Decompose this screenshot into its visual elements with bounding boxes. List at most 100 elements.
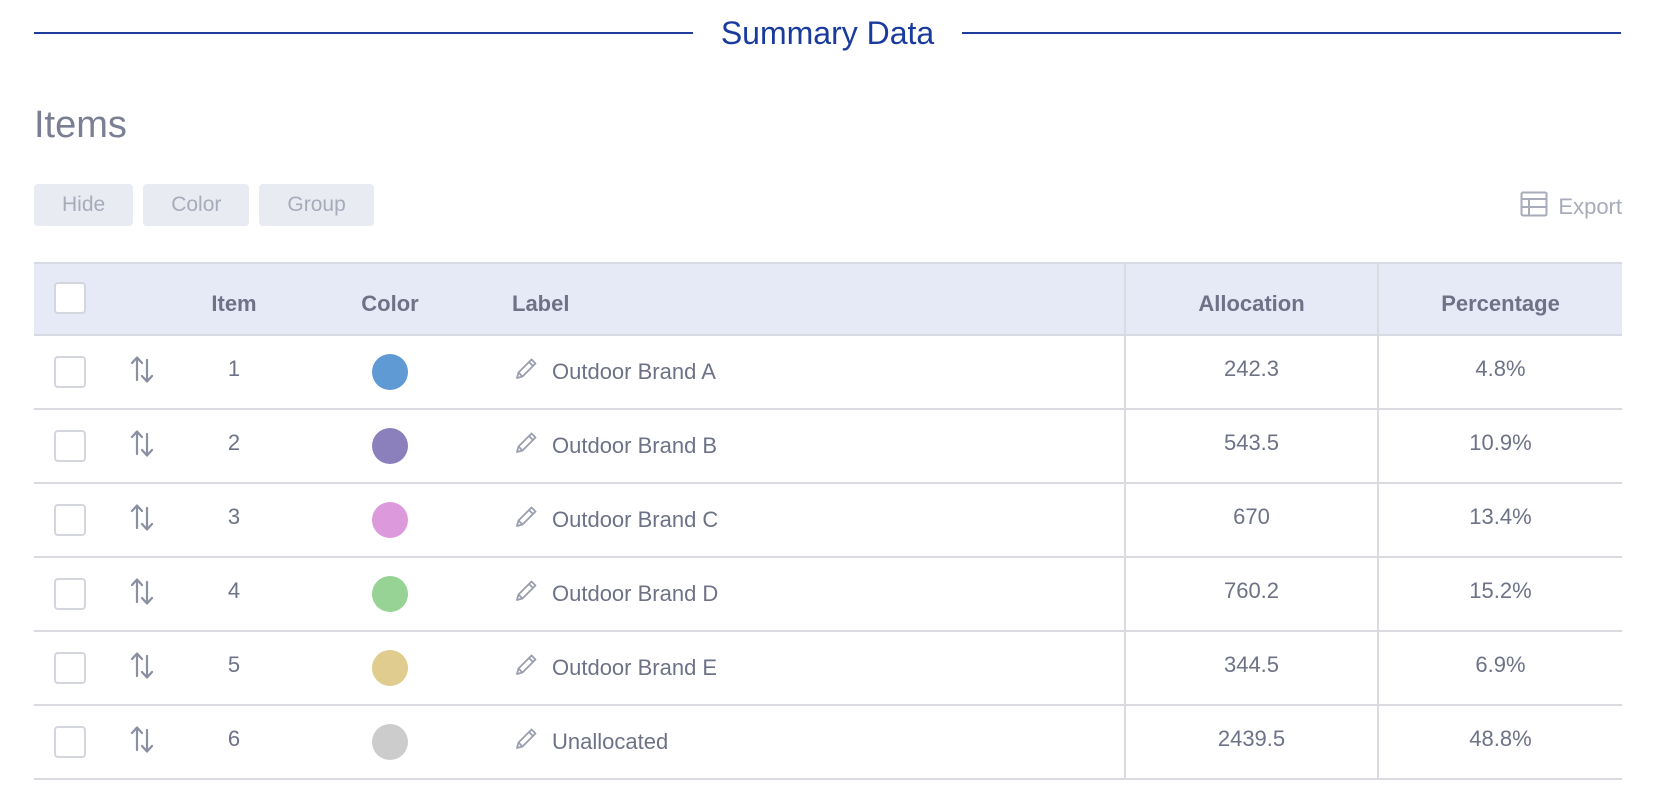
row-item: 3 (178, 484, 290, 556)
row-label[interactable]: Outdoor Brand C (552, 507, 719, 532)
reorder-handle[interactable] (106, 484, 178, 556)
pencil-icon[interactable] (512, 577, 540, 611)
row-item: 2 (178, 410, 290, 482)
header-color[interactable]: Color (361, 291, 419, 316)
allocation-value: 670 (1233, 504, 1270, 529)
table-row: 4 Outdoor Brand D 760.2 15.2% (34, 558, 1622, 632)
row-label[interactable]: Outdoor Brand A (552, 359, 716, 384)
row-checkbox[interactable] (54, 430, 86, 462)
row-label-cell: Outdoor Brand E (490, 632, 1124, 704)
divider-right (962, 32, 1622, 34)
pencil-icon[interactable] (512, 429, 540, 463)
table-row: 2 Outdoor Brand B 543.5 10.9% (34, 410, 1622, 484)
row-percentage: 6.9% (1377, 632, 1622, 704)
row-allocation: 242.3 (1124, 336, 1377, 408)
percentage-value: 15.2% (1469, 578, 1532, 603)
reorder-handle[interactable] (106, 558, 178, 630)
row-label[interactable]: Outdoor Brand E (552, 655, 718, 680)
row-checkbox[interactable] (54, 578, 86, 610)
sort-arrows-icon (130, 650, 154, 686)
pencil-icon[interactable] (512, 651, 540, 685)
section-title: Summary Data (720, 14, 935, 51)
color-button[interactable]: Color (143, 184, 250, 226)
sort-arrows-icon (130, 502, 154, 538)
header-checkbox-cell (34, 264, 106, 334)
divider-left (34, 32, 693, 34)
row-checkbox[interactable] (54, 504, 86, 536)
color-swatch[interactable] (372, 354, 408, 390)
sort-arrows-icon (130, 724, 154, 760)
row-label-cell: Outdoor Brand A (490, 336, 1124, 408)
export-button[interactable]: Export (1520, 191, 1622, 223)
row-color-cell (290, 706, 490, 778)
table-header: Item Color Label Allocation Percentage (34, 262, 1622, 336)
color-swatch[interactable] (372, 724, 408, 760)
row-checkbox-cell (34, 336, 106, 408)
table-row: 5 Outdoor Brand E 344.5 6.9% (34, 632, 1622, 706)
row-item: 1 (178, 336, 290, 408)
row-label[interactable]: Unallocated (552, 729, 669, 754)
row-color-cell (290, 336, 490, 408)
row-percentage: 10.9% (1377, 410, 1622, 482)
row-allocation: 344.5 (1124, 632, 1377, 704)
color-swatch[interactable] (372, 650, 408, 686)
pencil-icon[interactable] (512, 725, 540, 759)
color-swatch[interactable] (372, 428, 408, 464)
percentage-value: 4.8% (1475, 356, 1526, 381)
row-checkbox[interactable] (54, 726, 86, 758)
header-sort-cell (106, 264, 178, 334)
percentage-value: 10.9% (1469, 430, 1532, 455)
reorder-handle[interactable] (106, 336, 178, 408)
row-color-cell (290, 410, 490, 482)
table-icon (1520, 191, 1548, 223)
pencil-icon[interactable] (512, 503, 540, 537)
row-label-cell: Unallocated (490, 706, 1124, 778)
row-label-cell: Outdoor Brand D (490, 558, 1124, 630)
table-row: 3 Outdoor Brand C 670 13.4% (34, 484, 1622, 558)
header-item[interactable]: Item (211, 291, 257, 316)
row-allocation: 670 (1124, 484, 1377, 556)
row-allocation: 2439.5 (1124, 706, 1377, 778)
section-header: Summary Data (34, 8, 1622, 58)
row-checkbox[interactable] (54, 356, 86, 388)
row-color-cell (290, 558, 490, 630)
color-swatch[interactable] (372, 576, 408, 612)
reorder-handle[interactable] (106, 410, 178, 482)
row-checkbox-cell (34, 558, 106, 630)
row-label[interactable]: Outdoor Brand D (552, 581, 719, 606)
reorder-handle[interactable] (106, 632, 178, 704)
row-checkbox-cell (34, 632, 106, 704)
item-number: 5 (227, 652, 241, 677)
row-checkbox[interactable] (54, 652, 86, 684)
header-label[interactable]: Label (512, 291, 570, 316)
toolbar: Hide Color Group (34, 184, 374, 226)
sort-arrows-icon (130, 354, 154, 390)
pencil-icon[interactable] (512, 355, 540, 389)
table-row: 1 Outdoor Brand A 242.3 4.8% (34, 336, 1622, 410)
row-item: 5 (178, 632, 290, 704)
allocation-value: 543.5 (1223, 430, 1280, 455)
items-heading: Items (34, 104, 127, 146)
row-label[interactable]: Outdoor Brand B (552, 433, 718, 458)
select-all-checkbox[interactable] (54, 282, 86, 314)
color-swatch[interactable] (372, 502, 408, 538)
item-number: 2 (227, 430, 241, 455)
row-percentage: 15.2% (1377, 558, 1622, 630)
header-percentage[interactable]: Percentage (1377, 264, 1622, 334)
row-allocation: 543.5 (1124, 410, 1377, 482)
row-checkbox-cell (34, 706, 106, 778)
sort-arrows-icon (130, 428, 154, 464)
hide-button[interactable]: Hide (34, 184, 134, 226)
allocation-value: 2439.5 (1217, 726, 1286, 751)
row-item: 4 (178, 558, 290, 630)
item-number: 3 (227, 504, 241, 529)
reorder-handle[interactable] (106, 706, 178, 778)
allocation-value: 344.5 (1223, 652, 1280, 677)
header-allocation[interactable]: Allocation (1124, 264, 1377, 334)
item-number: 4 (227, 578, 241, 603)
percentage-value: 48.8% (1469, 726, 1532, 751)
percentage-value: 6.9% (1475, 652, 1526, 677)
group-button[interactable]: Group (259, 184, 374, 226)
items-table: Item Color Label Allocation Percentage 1 (34, 262, 1622, 780)
